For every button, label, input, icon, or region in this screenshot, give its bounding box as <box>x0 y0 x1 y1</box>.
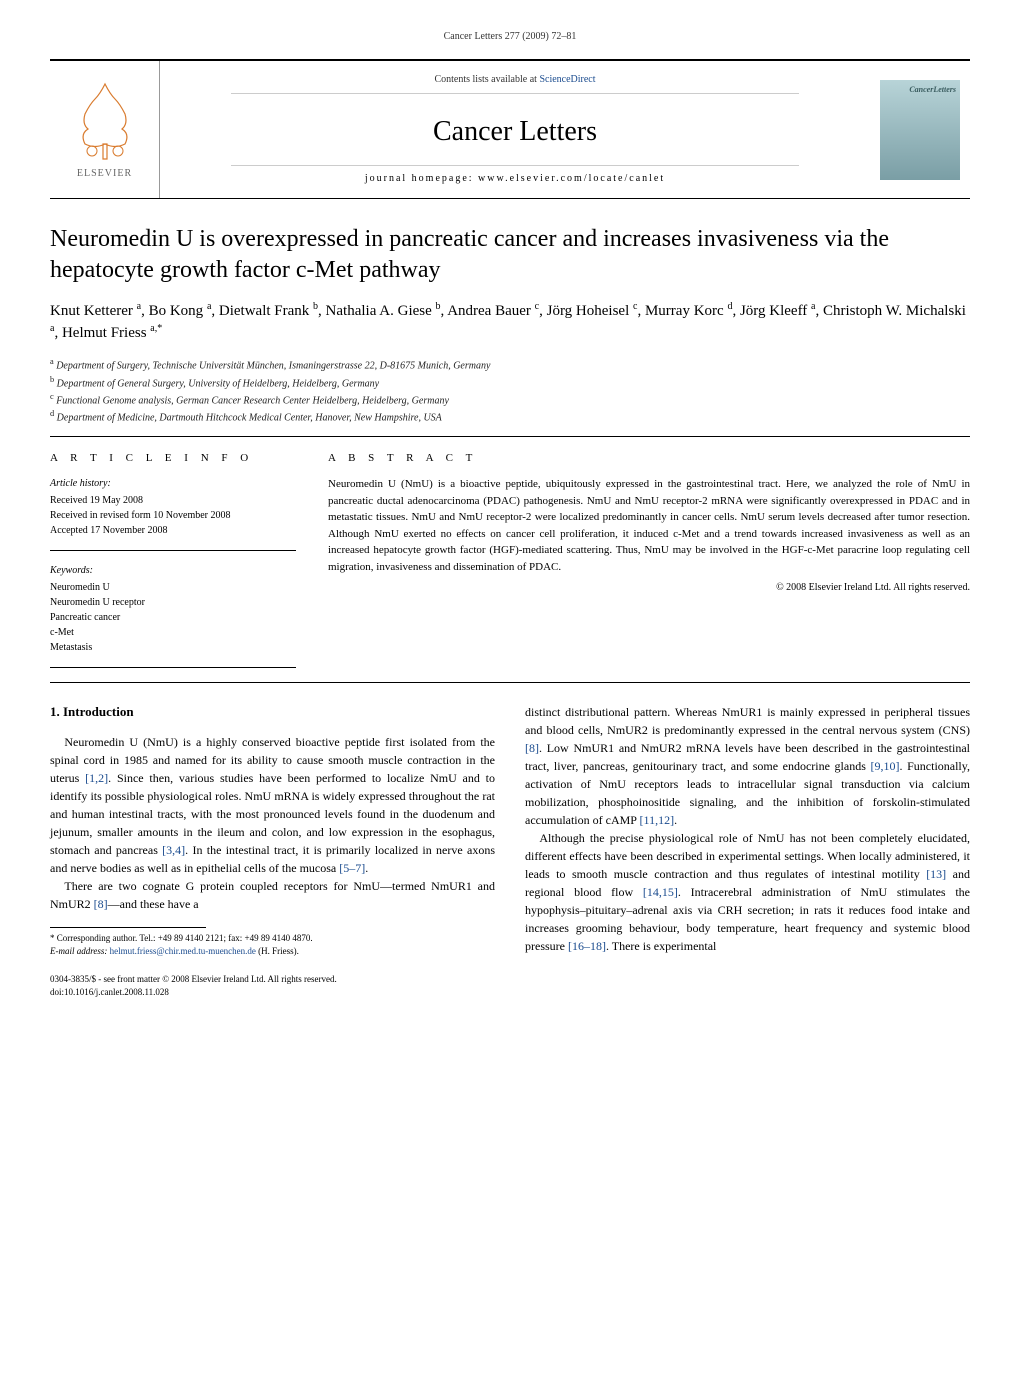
front-matter-line: 0304-3835/$ - see front matter © 2008 El… <box>50 973 495 998</box>
affiliation-c: c Functional Genome analysis, German Can… <box>50 391 970 408</box>
authors: Knut Ketterer a, Bo Kong a, Dietwalt Fra… <box>50 300 970 344</box>
keywords-title: Keywords: <box>50 563 296 578</box>
ref-link[interactable]: [9,10] <box>871 759 900 773</box>
article-title: Neuromedin U is overexpressed in pancrea… <box>50 224 970 286</box>
article-info: A R T I C L E I N F O Article history: R… <box>50 437 310 682</box>
history-title: Article history: <box>50 476 296 491</box>
ref-link[interactable]: [8] <box>525 741 539 755</box>
contents-prefix: Contents lists available at <box>434 74 539 85</box>
keyword: Metastasis <box>50 640 296 655</box>
keyword: c-Met <box>50 625 296 640</box>
right-column: distinct distributional pattern. Whereas… <box>525 703 970 999</box>
abstract-label: A B S T R A C T <box>328 451 970 466</box>
affiliation-a: a Department of Surgery, Technische Univ… <box>50 356 970 373</box>
journal-name: Cancer Letters <box>433 112 597 151</box>
elsevier-tree-icon <box>70 79 140 164</box>
sciencedirect-link[interactable]: ScienceDirect <box>539 74 595 85</box>
abstract: A B S T R A C T Neuromedin U (NmU) is a … <box>310 437 970 682</box>
publisher-text: ELSEVIER <box>77 167 132 181</box>
email-link[interactable]: helmut.friess@chir.med.tu-muenchen.de <box>110 946 256 956</box>
ref-link[interactable]: [14,15] <box>643 885 678 899</box>
body-columns: 1. Introduction Neuromedin U (NmU) is a … <box>50 703 970 999</box>
journal-cover: CancerLetters <box>870 61 970 198</box>
ref-link[interactable]: [11,12] <box>640 813 675 827</box>
ref-link[interactable]: [13] <box>926 867 946 881</box>
keyword: Neuromedin U <box>50 580 296 595</box>
article-info-label: A R T I C L E I N F O <box>50 451 296 466</box>
ref-link[interactable]: [1,2] <box>85 771 108 785</box>
keyword: Neuromedin U receptor <box>50 595 296 610</box>
revised-date: Received in revised form 10 November 200… <box>50 508 296 523</box>
corresponding-author: * Corresponding author. Tel.: +49 89 414… <box>50 932 495 945</box>
affiliations: a Department of Surgery, Technische Univ… <box>50 356 970 436</box>
journal-center: Contents lists available at ScienceDirec… <box>160 61 870 198</box>
intro-text-left: Neuromedin U (NmU) is a highly conserved… <box>50 733 495 913</box>
running-header: Cancer Letters 277 (2009) 72–81 <box>50 30 970 44</box>
intro-heading: 1. Introduction <box>50 703 495 721</box>
affiliation-d: d Department of Medicine, Dartmouth Hitc… <box>50 408 970 425</box>
affiliation-b: b Department of General Surgery, Univers… <box>50 374 970 391</box>
keywords: Keywords: Neuromedin U Neuromedin U rece… <box>50 563 296 668</box>
keyword: Pancreatic cancer <box>50 610 296 625</box>
abstract-text: Neuromedin U (NmU) is a bioactive peptid… <box>328 476 970 575</box>
issn-line: 0304-3835/$ - see front matter © 2008 El… <box>50 973 495 986</box>
abstract-copyright: © 2008 Elsevier Ireland Ltd. All rights … <box>328 581 970 595</box>
contents-line: Contents lists available at ScienceDirec… <box>231 73 799 94</box>
doi-line: doi:10.1016/j.canlet.2008.11.028 <box>50 986 495 999</box>
publisher-logo: ELSEVIER <box>50 61 160 198</box>
ref-link[interactable]: [8] <box>94 897 108 911</box>
footnote-rule <box>50 927 206 928</box>
received-date: Received 19 May 2008 <box>50 493 296 508</box>
journal-homepage: journal homepage: www.elsevier.com/locat… <box>231 165 799 186</box>
article-history: Article history: Received 19 May 2008 Re… <box>50 476 296 551</box>
accepted-date: Accepted 17 November 2008 <box>50 523 296 538</box>
corresponding-footnote: * Corresponding author. Tel.: +49 89 414… <box>50 932 495 957</box>
corresponding-email-line: E-mail address: helmut.friess@chir.med.t… <box>50 945 495 958</box>
journal-header: ELSEVIER Contents lists available at Sci… <box>50 59 970 199</box>
cover-thumbnail: CancerLetters <box>880 80 960 180</box>
left-column: 1. Introduction Neuromedin U (NmU) is a … <box>50 703 495 999</box>
ref-link[interactable]: [5–7] <box>339 861 365 875</box>
intro-text-right: distinct distributional pattern. Whereas… <box>525 703 970 955</box>
info-abstract-row: A R T I C L E I N F O Article history: R… <box>50 437 970 683</box>
ref-link[interactable]: [3,4] <box>162 843 185 857</box>
ref-link[interactable]: [16–18] <box>568 939 606 953</box>
cover-label: CancerLetters <box>909 84 956 95</box>
